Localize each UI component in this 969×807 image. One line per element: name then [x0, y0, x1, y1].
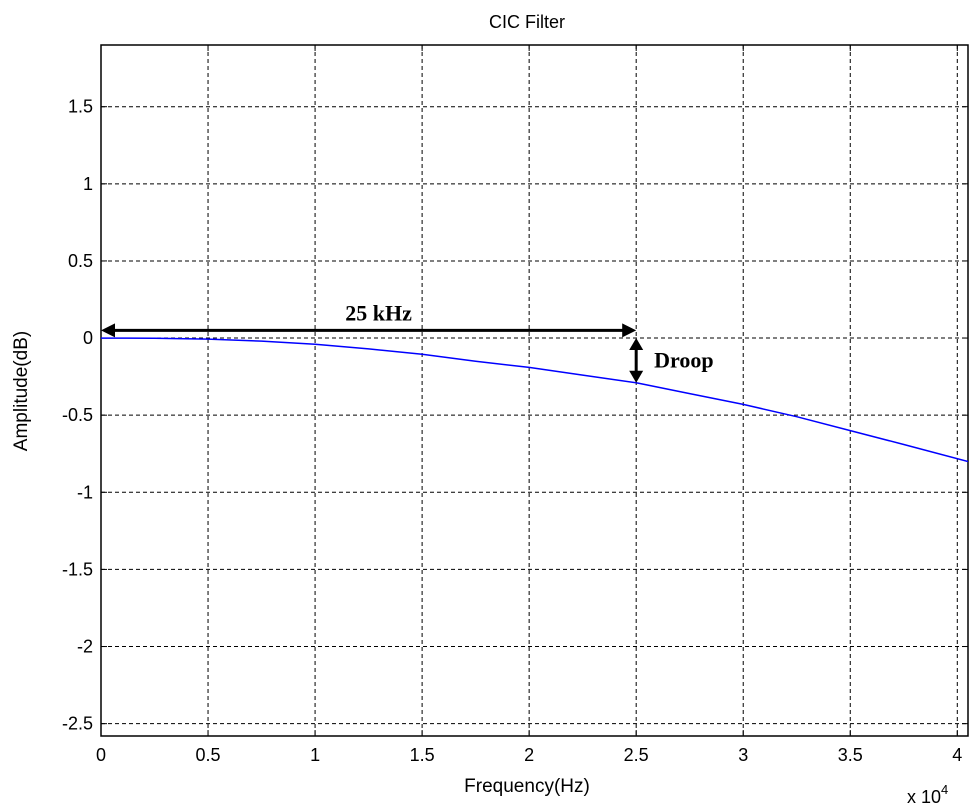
y-tick-label: -2 [77, 637, 93, 657]
x-axis-multiplier: x 104 [907, 782, 948, 807]
annotation-label: 25 kHz [345, 300, 412, 325]
grid-lines [100, 45, 968, 736]
arrowhead-up [629, 338, 644, 351]
y-tick-label: 1 [83, 174, 93, 194]
plot-area-frame [100, 44, 969, 737]
annotation-droop: Droop [629, 338, 714, 383]
x-tick-label: 0.5 [196, 745, 221, 765]
y-tick-label: -1.5 [62, 559, 93, 579]
x-tick-label: 4 [952, 745, 962, 765]
annotations: 25 kHz Droop [101, 300, 714, 383]
x-multiplier-exponent: 4 [941, 782, 948, 797]
x-tick-label: 2.5 [624, 745, 649, 765]
x-tick-label: 1 [310, 745, 320, 765]
y-tick-label: -2.5 [62, 714, 93, 734]
x-tick-label: 2 [524, 745, 534, 765]
annotation-25khz: 25 kHz [101, 300, 637, 338]
y-tick-label: 0.5 [68, 251, 93, 271]
x-tick-label: 3.5 [838, 745, 863, 765]
annotation-label: Droop [654, 347, 714, 372]
x-multiplier-base: x 10 [907, 787, 941, 807]
x-tick-label: 3 [738, 745, 748, 765]
x-tick-label: 0 [96, 745, 106, 765]
arrowhead-down [629, 370, 644, 383]
x-tick-label: 1.5 [410, 745, 435, 765]
arrowhead-right [622, 323, 637, 338]
y-tick-label: -0.5 [62, 405, 93, 425]
x-axis-label: Frequency(Hz) [464, 776, 590, 797]
chart-title: CIC Filter [489, 12, 565, 32]
y-tick-label: 0 [83, 328, 93, 348]
y-axis-ticks: 1.5 1 0.5 0 -0.5 -1 -1.5 -2 -2.5 [62, 97, 968, 734]
x-axis-ticks: 0 0.5 1 1.5 2 2.5 3 3.5 4 [96, 45, 962, 765]
series-line [101, 337, 968, 463]
y-axis-label: Amplitude(dB) [11, 331, 32, 451]
arrowhead-left [101, 323, 115, 338]
series-layer [101, 337, 968, 463]
y-tick-label: 1.5 [68, 97, 93, 117]
y-tick-label: -1 [77, 482, 93, 502]
